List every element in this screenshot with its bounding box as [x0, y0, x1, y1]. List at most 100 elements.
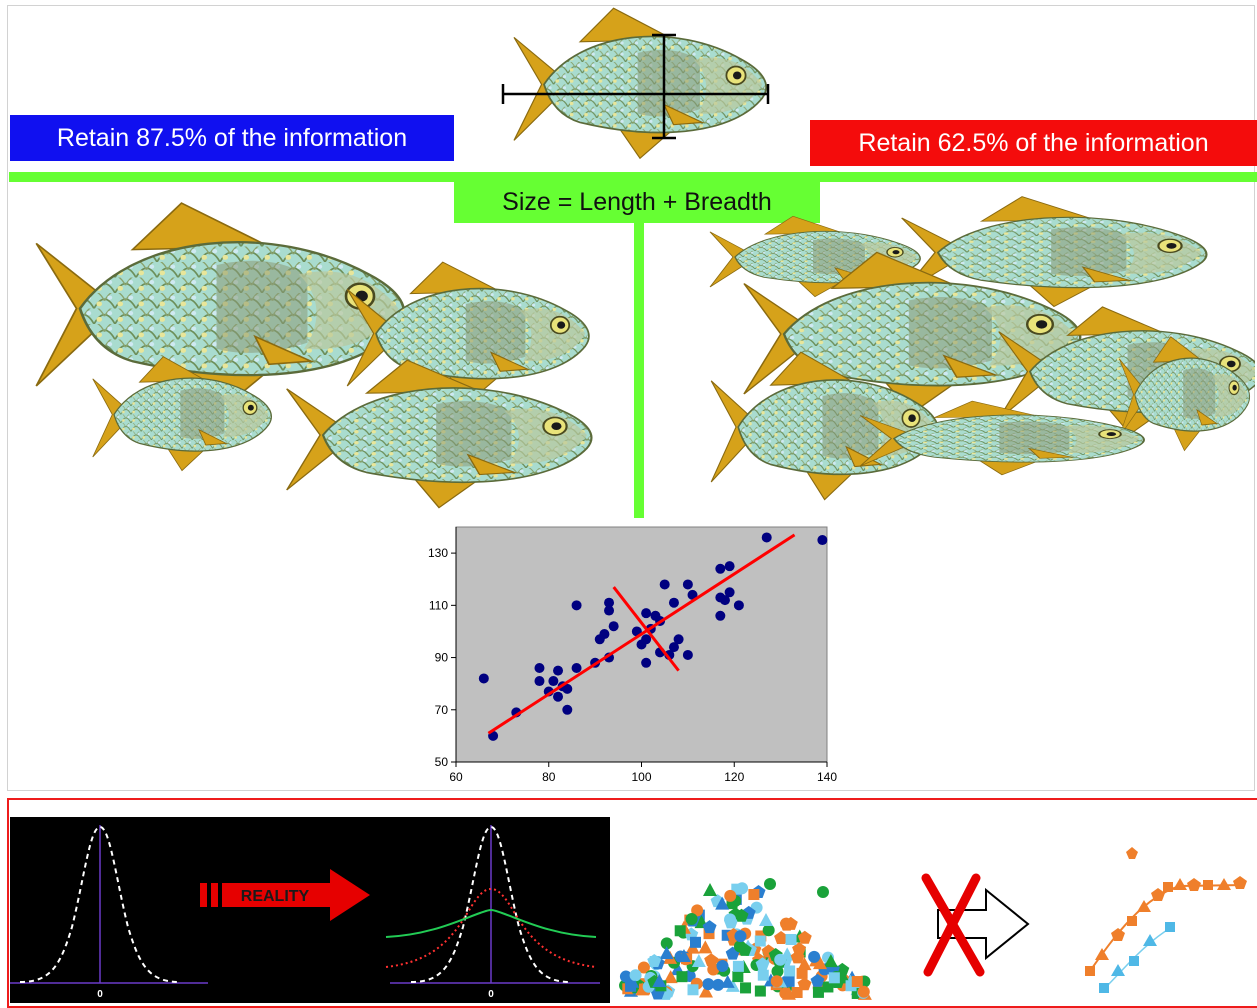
data-point	[553, 665, 564, 676]
data-point	[478, 673, 489, 684]
y-tick-label: 70	[435, 703, 449, 717]
pile-shape	[732, 971, 744, 983]
pile-shape	[828, 972, 840, 984]
pile-shape	[659, 946, 674, 960]
pile-shape	[736, 882, 749, 895]
data-points	[478, 532, 828, 741]
pile-shape	[721, 929, 733, 941]
data-point	[719, 595, 730, 606]
pile-shape	[822, 981, 834, 993]
pile-shape	[702, 978, 715, 991]
top-panel	[7, 5, 1255, 791]
pile-shape	[704, 953, 719, 967]
pile-shape	[771, 965, 784, 978]
data-point	[571, 663, 582, 673]
pile-shape	[660, 937, 673, 950]
pile-shape	[712, 978, 725, 991]
zero-label-left: 0	[97, 989, 103, 1000]
sorted-shape	[1187, 878, 1201, 891]
pile-shape	[758, 913, 773, 927]
data-point	[534, 676, 545, 687]
sorted-shape	[1217, 878, 1231, 890]
data-point	[682, 579, 693, 590]
data-point	[641, 634, 652, 645]
pile-shape	[857, 985, 870, 998]
scatter-chart: 50 70 90 110 130 60 80 100 120 140	[428, 526, 837, 784]
sorted-shape	[1127, 916, 1137, 926]
y-tick-label: 130	[428, 546, 448, 560]
data-point	[724, 561, 735, 572]
left-distribution: 0	[10, 825, 208, 1000]
retain-87-banner: Retain 87.5% of the information	[10, 115, 454, 161]
y-tick-label: 90	[435, 651, 449, 665]
fish-icon	[34, 201, 406, 413]
pile-shape	[808, 950, 821, 963]
pile-shape	[647, 954, 662, 968]
sorted-shape	[1137, 900, 1151, 912]
reality-label: REALITY	[241, 888, 310, 905]
sorted-shapes-curve	[1085, 847, 1247, 993]
sorted-shape	[1099, 983, 1109, 993]
pile-shape	[851, 987, 863, 999]
data-point	[724, 587, 735, 598]
pile-shape	[762, 924, 775, 937]
pile-shape	[823, 954, 838, 968]
pile-shape	[698, 940, 713, 954]
data-point	[817, 535, 828, 546]
pile-shape	[754, 985, 766, 997]
pile-shape	[724, 913, 737, 926]
pile-shape	[797, 930, 812, 944]
pile-shape	[764, 878, 776, 890]
measurement-cross-icon	[501, 33, 770, 140]
sorted-shape	[1165, 922, 1175, 932]
data-point	[599, 629, 610, 640]
pile-shape	[812, 986, 824, 998]
pile-shape	[792, 942, 807, 956]
pile-shape	[817, 886, 829, 898]
data-point	[668, 642, 679, 653]
data-point	[761, 532, 772, 543]
left-fish-group	[34, 201, 593, 509]
pile-shape	[785, 933, 797, 945]
pile-shape	[625, 980, 637, 992]
pile-shape	[676, 948, 691, 962]
pile-shape	[734, 930, 747, 943]
pile-shape	[781, 986, 796, 1000]
x-tick-label: 140	[817, 770, 837, 784]
fish-icon	[285, 359, 593, 509]
pile-shape	[774, 953, 787, 966]
pile-shape	[797, 977, 812, 991]
right-distribution: 0	[385, 825, 600, 1000]
pile-shape	[783, 916, 798, 930]
pile-shape	[676, 971, 688, 983]
pile-shape	[755, 957, 770, 971]
y-tick-label: 50	[435, 755, 449, 769]
pile-shape	[754, 935, 766, 947]
data-point	[673, 634, 684, 645]
pile-shape	[748, 889, 760, 901]
pile-shape	[740, 982, 752, 994]
pile-shape	[720, 974, 735, 988]
pile-shape	[663, 970, 678, 984]
pile-shape	[702, 920, 717, 934]
pile-shape	[737, 942, 752, 956]
pile-shape	[791, 987, 803, 999]
sorted-shape	[1203, 880, 1213, 890]
retain-62-banner: Retain 62.5% of the information	[810, 120, 1257, 166]
data-point	[571, 600, 582, 611]
pile-shape	[724, 889, 737, 902]
sorted-shape	[1129, 956, 1139, 966]
data-point	[604, 597, 615, 608]
data-point	[534, 663, 545, 673]
pile-shape	[732, 960, 744, 972]
y-tick-label: 110	[429, 598, 448, 612]
data-point	[562, 683, 573, 694]
pile-shape	[637, 961, 650, 974]
data-point	[715, 563, 726, 574]
pile-shape	[810, 973, 825, 987]
pile-shape	[845, 980, 857, 992]
sorted-shape	[1151, 888, 1165, 901]
pile-shape	[674, 925, 686, 937]
pile-shape	[703, 883, 717, 896]
right-fish-group	[709, 195, 1255, 501]
